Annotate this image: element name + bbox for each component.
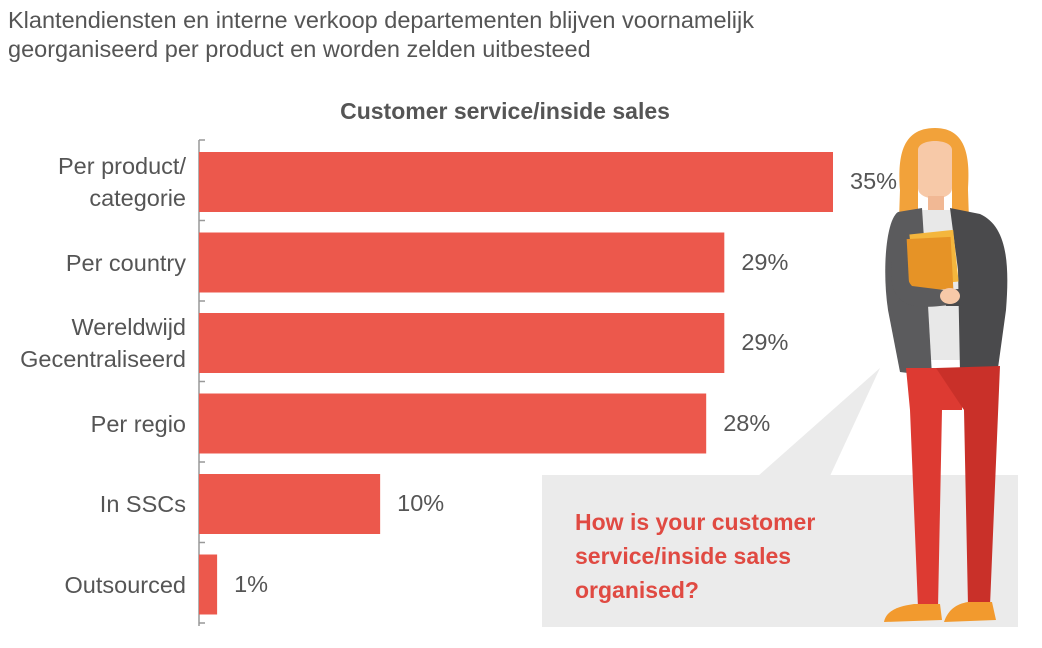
data-label: 35% bbox=[850, 168, 898, 194]
shoe-left bbox=[884, 604, 942, 622]
trouser-left bbox=[906, 368, 964, 608]
data-label: 1% bbox=[234, 570, 269, 597]
category-label-line: Per regio bbox=[90, 410, 186, 437]
data-label: 28% bbox=[723, 409, 771, 436]
face bbox=[918, 141, 952, 199]
bar bbox=[199, 152, 833, 212]
headline: Klantendiensten en interne verkoop depar… bbox=[8, 6, 1008, 64]
bar bbox=[199, 474, 381, 534]
headline-line-1: Klantendiensten en interne verkoop depar… bbox=[8, 7, 754, 33]
data-label: 10% bbox=[397, 490, 445, 516]
chart-title: Customer service/inside sales bbox=[340, 98, 670, 124]
category-label: Outsourced bbox=[65, 569, 186, 601]
neck bbox=[928, 196, 944, 212]
hand bbox=[940, 288, 960, 304]
callout-line-2: service/inside sales bbox=[575, 543, 792, 569]
trouser-right bbox=[936, 366, 1000, 606]
category-label-line: Per product/ bbox=[57, 153, 186, 179]
category-label: Per product/categorie bbox=[58, 150, 186, 214]
category-label-line: In SSCs bbox=[99, 491, 186, 517]
category-label: Per country bbox=[66, 247, 186, 279]
bar bbox=[199, 232, 725, 293]
category-label-line: Wereldwijd bbox=[71, 314, 187, 340]
woman-with-books-illustration bbox=[884, 128, 1008, 622]
data-label: 29% bbox=[741, 248, 789, 275]
category-label-line: Gecentraliseerd bbox=[20, 346, 186, 372]
callout-line-1: How is your customer bbox=[575, 509, 816, 535]
category-label-line: Per country bbox=[65, 249, 186, 276]
data-label: 29% bbox=[741, 329, 789, 355]
bar bbox=[199, 313, 725, 373]
arm-right bbox=[946, 240, 996, 306]
category-label: Per regio bbox=[91, 408, 186, 440]
bar bbox=[199, 554, 218, 615]
shoe-right bbox=[944, 602, 996, 622]
callout-question: How is your customer service/inside sale… bbox=[575, 505, 875, 607]
category-label: In SSCs bbox=[100, 488, 186, 520]
category-label: Wereldwijd Gecentraliseerd bbox=[20, 311, 186, 375]
headline-line-2: georganiseerd per product en worden zeld… bbox=[8, 36, 591, 62]
book-front bbox=[906, 236, 954, 292]
callout-line-3: organised? bbox=[575, 577, 699, 603]
category-label-line: Outsourced bbox=[64, 571, 186, 598]
category-label-line: categorie bbox=[89, 185, 186, 211]
bar bbox=[199, 393, 707, 454]
